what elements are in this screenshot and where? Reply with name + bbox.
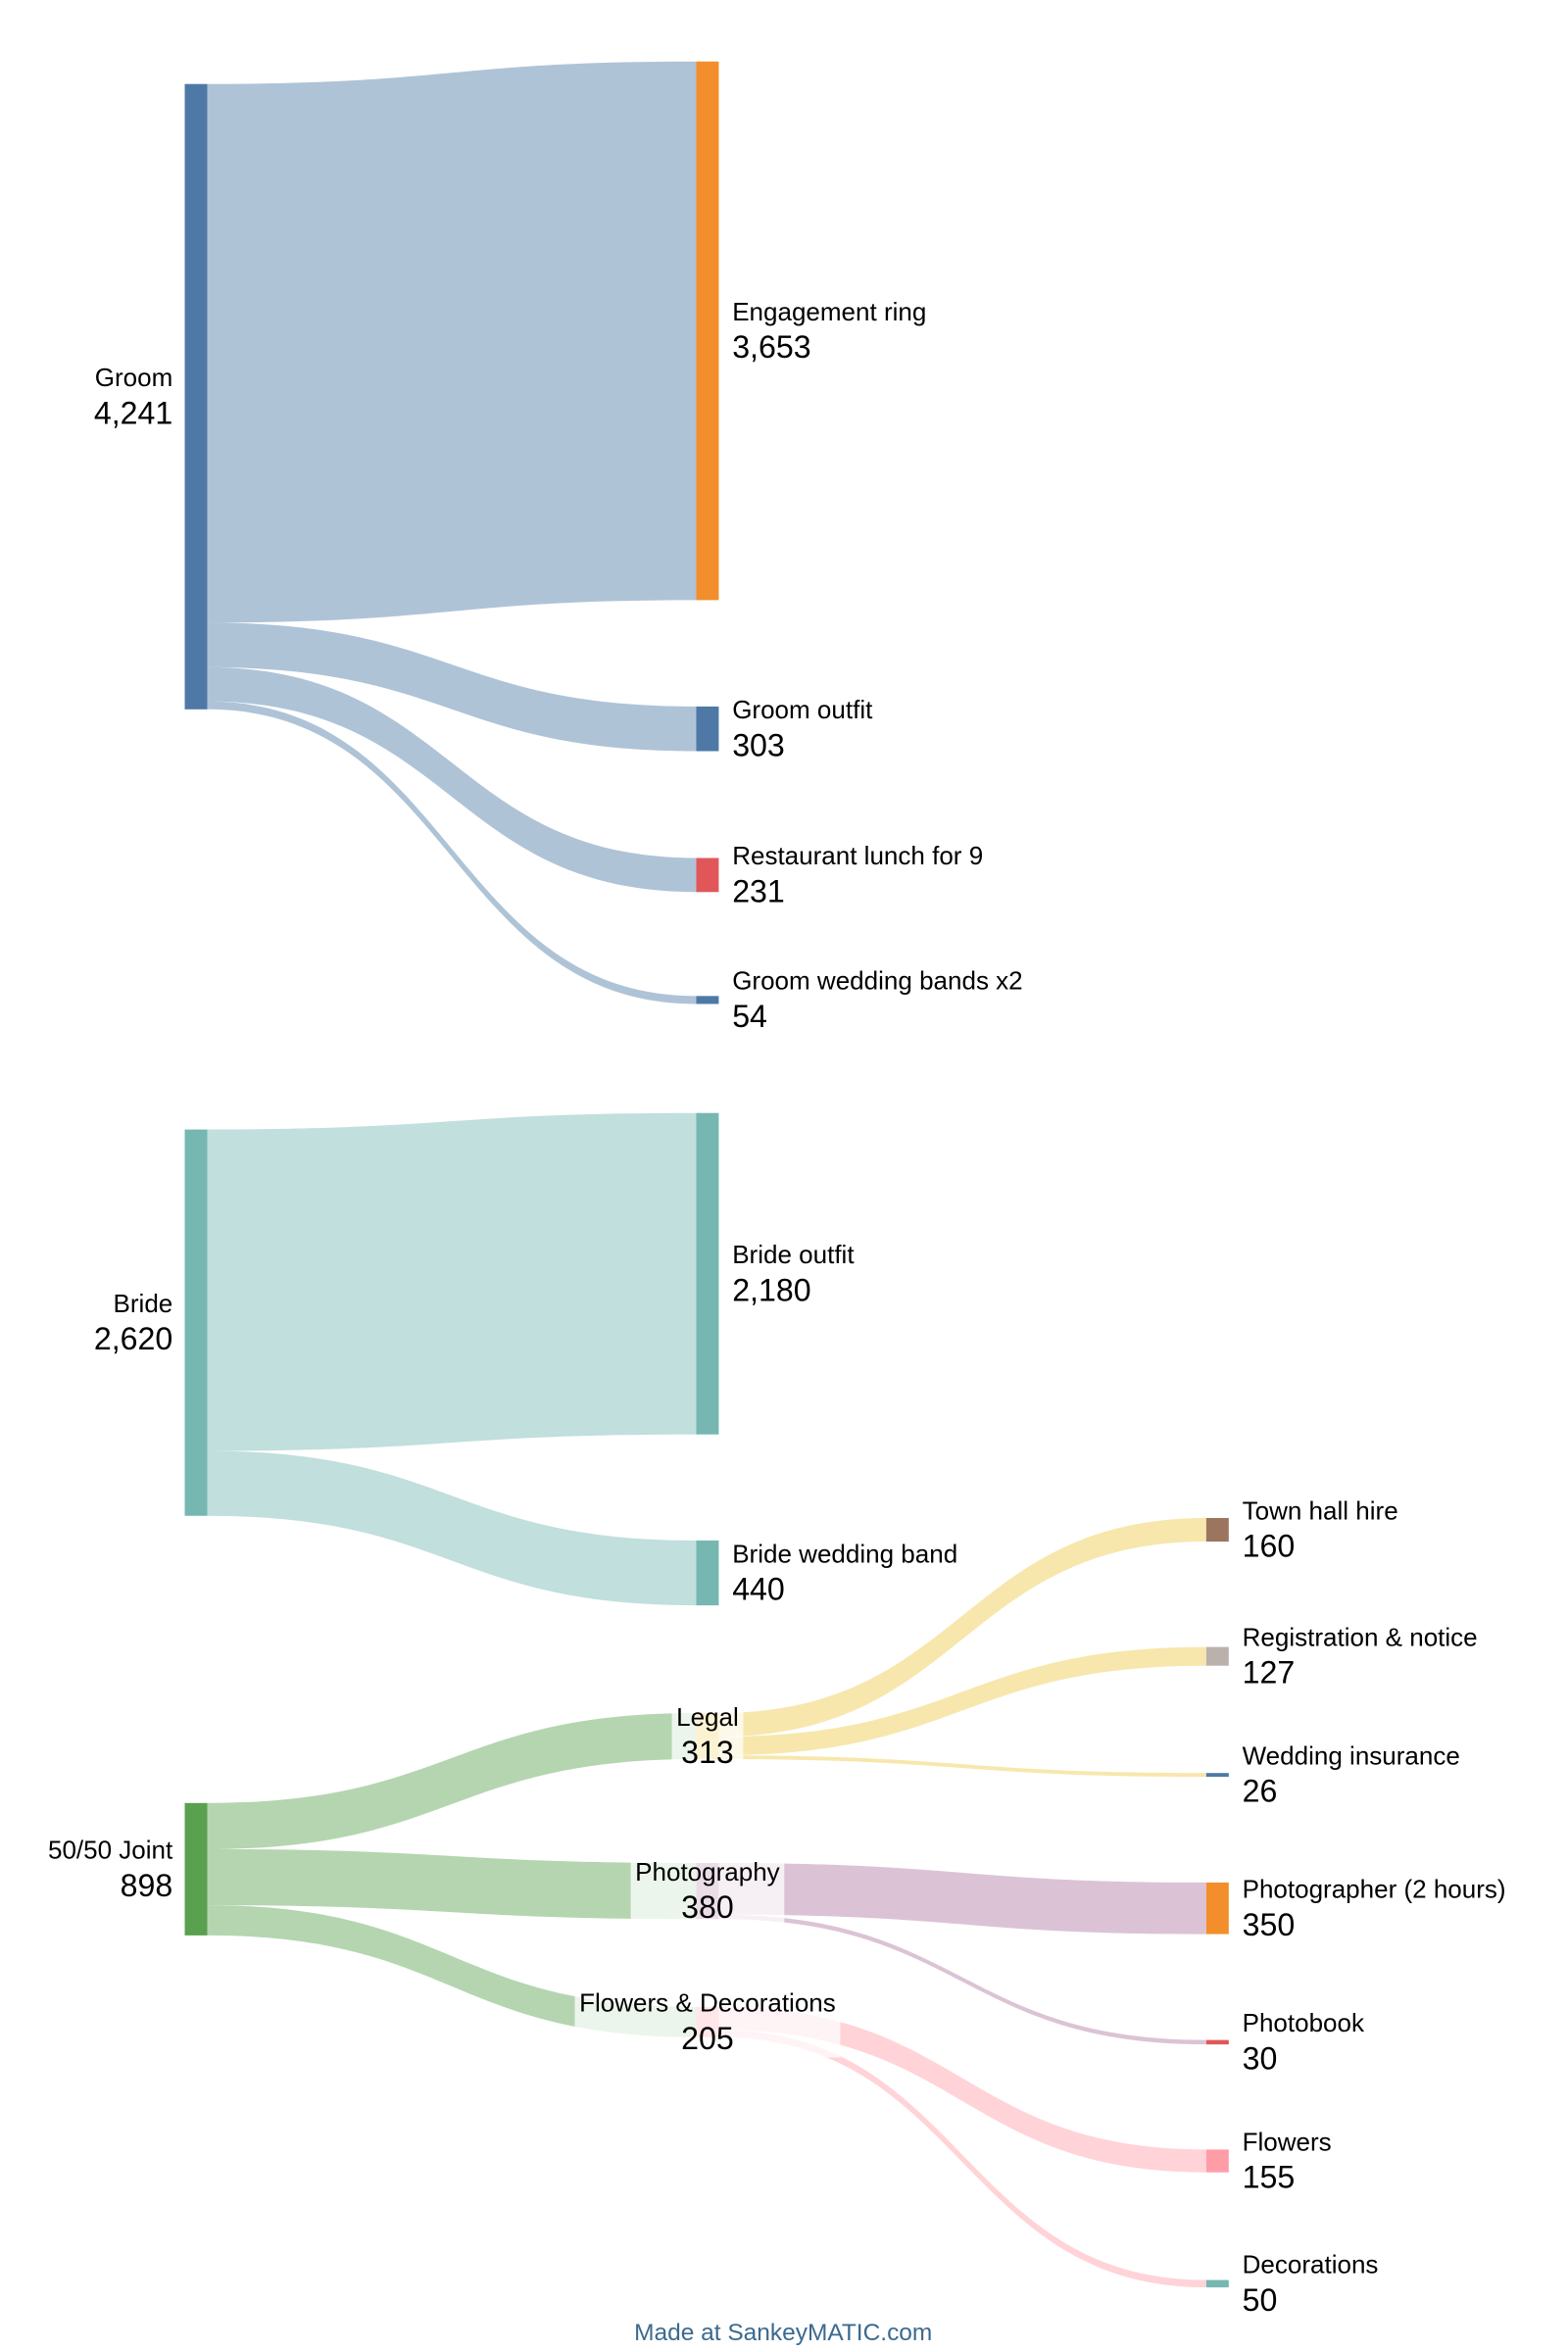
- node-12[interactable]: [1205, 1517, 1229, 1543]
- node-1[interactable]: [184, 1129, 208, 1516]
- node-value: 30: [1243, 2040, 1278, 2076]
- node-value: 440: [732, 1572, 785, 1607]
- node-name: Groom outfit: [732, 695, 873, 724]
- node-value: 2,180: [732, 1272, 810, 1307]
- node-label-16: Photobook 30: [1243, 2008, 1365, 2076]
- node-label-7: Bride outfit 2,180: [732, 1240, 855, 1307]
- node-15[interactable]: [1205, 1882, 1229, 1935]
- node-6[interactable]: [696, 996, 719, 1004]
- node-value: 4,241: [94, 395, 172, 430]
- node-name: Bride wedding band: [732, 1539, 957, 1568]
- node-value: 3,653: [732, 329, 810, 365]
- flow-14[interactable]: [718, 2006, 1206, 2173]
- node-label-14: Wedding insurance 26: [1243, 1740, 1460, 1808]
- node-17[interactable]: [1205, 2149, 1229, 2173]
- node-5[interactable]: [696, 858, 719, 893]
- node-2[interactable]: [184, 1802, 208, 1936]
- flow-9[interactable]: [718, 1517, 1206, 1738]
- node-value: 54: [732, 999, 767, 1034]
- node-value: 898: [121, 1868, 173, 1903]
- flow-10[interactable]: [718, 1646, 1206, 1756]
- node-value: 160: [1243, 1529, 1296, 1564]
- node-label-10: Photography 380: [630, 1855, 785, 1927]
- node-8[interactable]: [696, 1540, 719, 1606]
- flow-3[interactable]: [207, 701, 697, 1004]
- node-label-17: Flowers 155: [1243, 2127, 1332, 2194]
- label-background: [574, 1986, 841, 2058]
- node-value: 50: [1243, 2282, 1278, 2318]
- node-label-4: Groom outfit 303: [732, 695, 873, 762]
- node-label-12: Town hall hire 160: [1243, 1495, 1398, 1563]
- node-value: 350: [1243, 1907, 1296, 1942]
- node-label-3: Engagement ring 3,653: [732, 297, 926, 365]
- node-value: 380: [681, 1889, 734, 1925]
- labels-layer: Groom 4,241 Bride 2,620 50/50 Joint 898 Engage…: [48, 297, 1506, 2318]
- label-background: [671, 1700, 744, 1772]
- node-13[interactable]: [1205, 1646, 1229, 1666]
- node-14[interactable]: [1205, 1773, 1229, 1778]
- flow-0[interactable]: [207, 61, 697, 623]
- flows-layer: [207, 61, 1206, 2288]
- node-name: Bride outfit: [732, 1240, 855, 1269]
- node-16[interactable]: [1205, 2039, 1229, 2045]
- label-background: [630, 1855, 785, 1927]
- node-name: Groom wedding bands x2: [732, 966, 1022, 996]
- node-label-8: Bride wedding band 440: [732, 1539, 957, 1606]
- node-3[interactable]: [696, 61, 719, 601]
- node-name: Registration & notice: [1243, 1622, 1478, 1651]
- node-name: Flowers: [1243, 2127, 1332, 2156]
- flow-5[interactable]: [207, 1450, 697, 1606]
- node-value: 313: [681, 1735, 734, 1770]
- node-name: Restaurant lunch for 9: [732, 841, 983, 870]
- node-0[interactable]: [184, 83, 208, 710]
- node-name: Photographer (2 hours): [1243, 1875, 1506, 1904]
- flow-7[interactable]: [207, 1848, 697, 1920]
- node-label-18: Decorations 50: [1243, 2250, 1379, 2318]
- node-value: 2,620: [94, 1321, 172, 1356]
- flow-6[interactable]: [207, 1712, 697, 1849]
- node-name: Photobook: [1243, 2008, 1365, 2037]
- flow-8[interactable]: [207, 1905, 697, 2037]
- node-value: 205: [681, 2021, 734, 2056]
- nodes-layer: [184, 61, 1229, 2288]
- node-value: 231: [732, 873, 785, 908]
- credit-link[interactable]: Made at SankeyMATIC.com: [634, 2320, 932, 2346]
- flow-2[interactable]: [207, 666, 697, 893]
- node-name: Wedding insurance: [1243, 1740, 1460, 1770]
- node-label-0: Groom 4,241: [94, 363, 172, 430]
- flow-11[interactable]: [718, 1755, 1206, 1778]
- node-name: Photography: [635, 1857, 780, 1886]
- node-name: Bride: [114, 1289, 173, 1318]
- flow-12[interactable]: [718, 1863, 1206, 1935]
- node-label-15: Photographer (2 hours) 350: [1243, 1875, 1506, 1942]
- node-7[interactable]: [696, 1112, 719, 1435]
- flow-13[interactable]: [718, 1914, 1206, 2045]
- node-value: 303: [732, 727, 785, 762]
- node-label-1: Bride 2,620: [94, 1289, 172, 1356]
- node-18[interactable]: [1205, 2279, 1229, 2288]
- node-name: 50/50 Joint: [48, 1836, 173, 1865]
- node-name: Flowers & Decorations: [579, 1988, 836, 2018]
- flow-15[interactable]: [718, 2030, 1206, 2288]
- node-value: 127: [1243, 1655, 1296, 1690]
- flow-4[interactable]: [207, 1112, 697, 1451]
- node-label-2: 50/50 Joint 898: [48, 1836, 173, 1903]
- node-name: Groom: [95, 363, 173, 392]
- node-name: Engagement ring: [732, 297, 926, 326]
- node-label-13: Registration & notice 127: [1243, 1622, 1478, 1690]
- node-name: Town hall hire: [1243, 1495, 1398, 1525]
- node-4[interactable]: [696, 706, 719, 752]
- node-value: 26: [1243, 1774, 1278, 1809]
- node-value: 155: [1243, 2160, 1296, 2195]
- node-label-5: Restaurant lunch for 9 231: [732, 841, 983, 908]
- node-name: Legal: [676, 1702, 739, 1732]
- node-name: Decorations: [1243, 2250, 1379, 2279]
- flow-1[interactable]: [207, 622, 697, 752]
